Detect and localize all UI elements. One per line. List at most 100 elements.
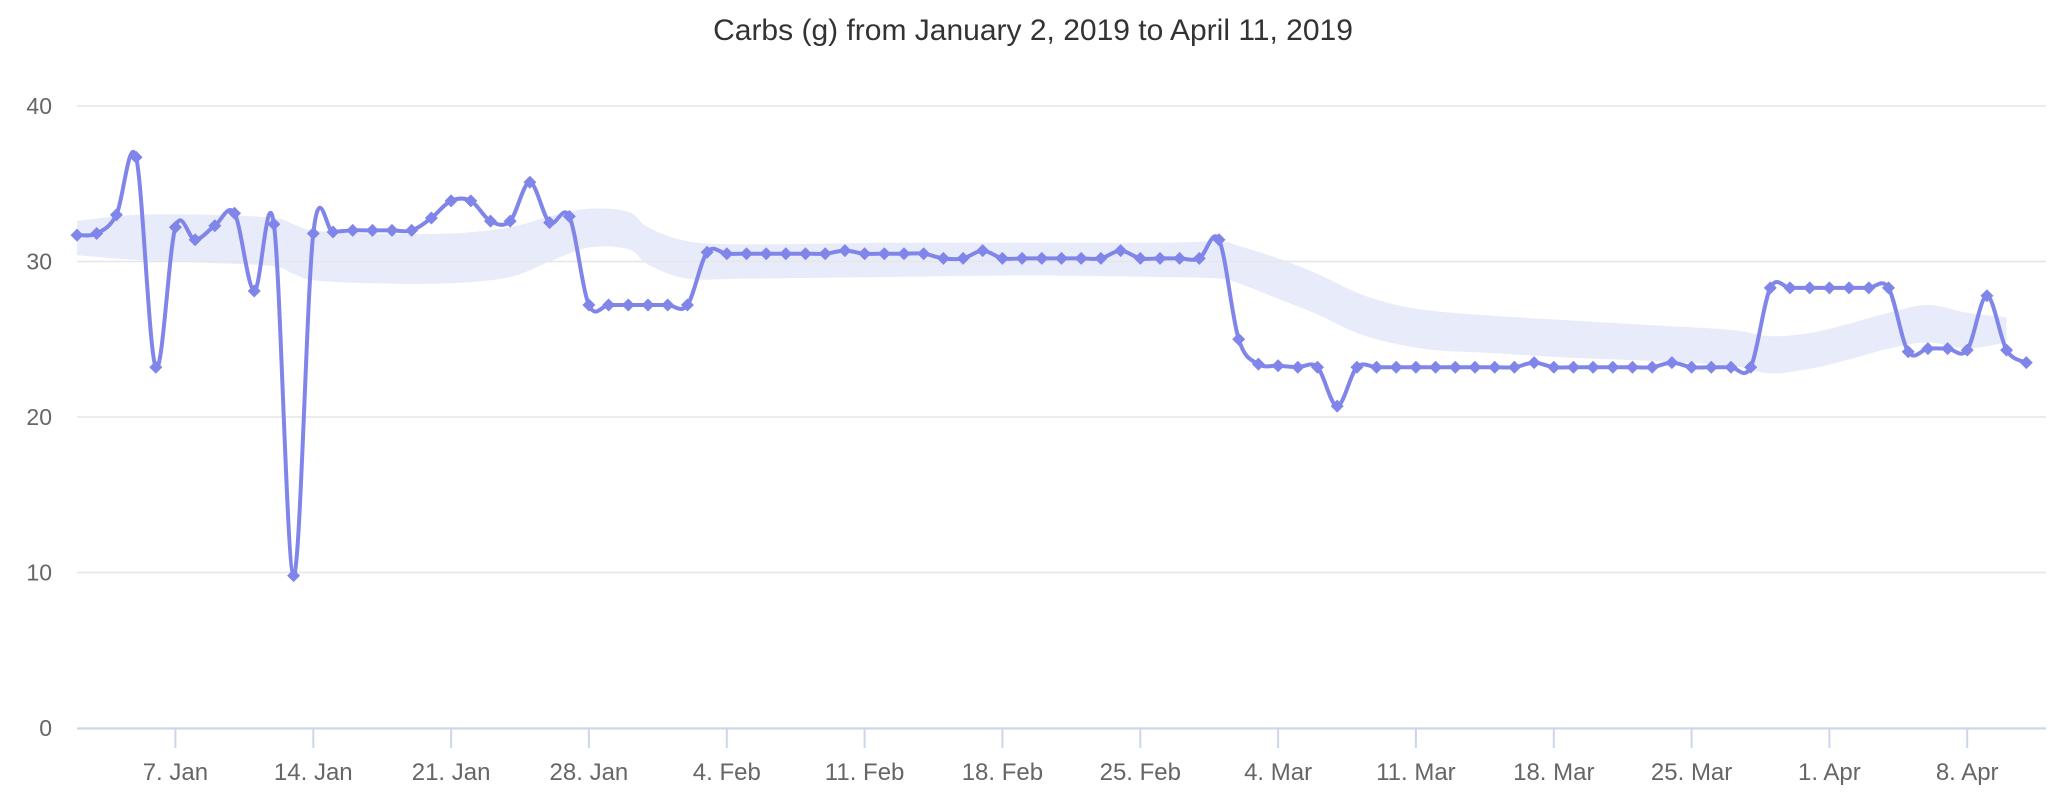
data-point-marker[interactable] bbox=[661, 298, 675, 312]
data-point-marker[interactable] bbox=[1311, 360, 1324, 374]
data-point-marker[interactable] bbox=[562, 209, 576, 223]
data-point-marker[interactable] bbox=[1645, 360, 1659, 374]
data-point-marker[interactable] bbox=[602, 298, 616, 312]
data-point-marker[interactable] bbox=[1566, 360, 1580, 374]
data-point-marker[interactable] bbox=[1251, 357, 1265, 371]
data-point-marker[interactable] bbox=[917, 247, 931, 261]
data-point-marker[interactable] bbox=[385, 223, 399, 237]
data-point-marker[interactable] bbox=[1704, 360, 1718, 374]
data-point-marker[interactable] bbox=[838, 244, 852, 258]
data-point-marker[interactable] bbox=[1547, 360, 1561, 374]
data-point-marker[interactable] bbox=[1468, 360, 1482, 374]
data-point-marker[interactable] bbox=[1783, 281, 1797, 295]
data-point-marker[interactable] bbox=[1035, 251, 1049, 265]
data-point-marker[interactable] bbox=[1429, 360, 1443, 374]
data-point-marker[interactable] bbox=[464, 194, 478, 208]
data-point-marker[interactable] bbox=[149, 360, 163, 374]
data-point-marker[interactable] bbox=[1842, 281, 1856, 295]
data-point-marker[interactable] bbox=[346, 223, 360, 237]
data-point-marker[interactable] bbox=[90, 227, 104, 240]
data-point-marker[interactable] bbox=[700, 245, 714, 259]
data-point-marker[interactable] bbox=[1015, 251, 1029, 265]
data-point-marker[interactable] bbox=[306, 227, 320, 240]
data-point-marker[interactable] bbox=[936, 251, 950, 265]
data-point-marker[interactable] bbox=[2019, 356, 2033, 370]
data-point-marker[interactable] bbox=[188, 233, 202, 247]
data-point-marker[interactable] bbox=[1763, 281, 1777, 295]
data-point-marker[interactable] bbox=[818, 247, 832, 261]
data-point-marker[interactable] bbox=[1744, 360, 1758, 374]
data-point-marker[interactable] bbox=[858, 247, 872, 261]
data-point-marker[interactable] bbox=[720, 247, 734, 261]
data-point-marker[interactable] bbox=[129, 150, 143, 164]
data-point-marker[interactable] bbox=[641, 298, 655, 312]
data-point-marker[interactable] bbox=[1330, 399, 1344, 413]
data-point-marker[interactable] bbox=[759, 247, 773, 261]
data-point-marker[interactable] bbox=[1527, 356, 1541, 370]
data-point-marker[interactable] bbox=[1094, 251, 1108, 265]
data-point-marker[interactable] bbox=[897, 247, 911, 261]
data-point-marker[interactable] bbox=[1685, 360, 1699, 374]
data-point-marker[interactable] bbox=[1882, 281, 1895, 295]
data-point-marker[interactable] bbox=[228, 206, 241, 220]
data-point-marker[interactable] bbox=[247, 284, 261, 298]
data-point-marker[interactable] bbox=[621, 298, 635, 312]
data-point-marker[interactable] bbox=[680, 298, 694, 312]
data-point-marker[interactable] bbox=[1232, 332, 1246, 346]
data-point-marker[interactable] bbox=[1055, 251, 1068, 265]
data-point-marker[interactable] bbox=[956, 251, 970, 265]
data-point-marker[interactable] bbox=[976, 244, 990, 258]
data-point-marker[interactable] bbox=[1291, 360, 1305, 374]
data-point-marker[interactable] bbox=[1921, 342, 1935, 356]
data-point-marker[interactable] bbox=[287, 569, 301, 583]
data-point-marker[interactable] bbox=[1350, 360, 1364, 374]
data-point-marker[interactable] bbox=[70, 228, 84, 242]
data-point-marker[interactable] bbox=[267, 217, 281, 231]
data-point-marker[interactable] bbox=[740, 247, 753, 261]
data-point-marker[interactable] bbox=[2000, 343, 2014, 357]
data-point-marker[interactable] bbox=[1606, 360, 1620, 374]
data-point-marker[interactable] bbox=[405, 223, 419, 237]
data-point-marker[interactable] bbox=[1488, 360, 1502, 374]
data-point-marker[interactable] bbox=[1114, 244, 1128, 258]
data-point-marker[interactable] bbox=[1153, 251, 1167, 265]
data-point-marker[interactable] bbox=[1586, 360, 1600, 374]
data-point-marker[interactable] bbox=[168, 220, 182, 234]
data-point-marker[interactable] bbox=[1941, 342, 1955, 356]
data-point-marker[interactable] bbox=[1271, 359, 1285, 373]
data-point-marker[interactable] bbox=[1980, 289, 1994, 303]
data-point-marker[interactable] bbox=[1803, 281, 1817, 295]
data-point-marker[interactable] bbox=[365, 223, 379, 237]
data-point-marker[interactable] bbox=[877, 247, 891, 261]
data-point-marker[interactable] bbox=[799, 247, 812, 261]
data-point-marker[interactable] bbox=[1409, 360, 1423, 374]
data-point-marker[interactable] bbox=[484, 214, 497, 228]
data-point-marker[interactable] bbox=[1448, 360, 1462, 374]
data-point-marker[interactable] bbox=[109, 208, 123, 222]
data-point-marker[interactable] bbox=[1133, 251, 1147, 265]
data-point-marker[interactable] bbox=[1822, 281, 1836, 295]
data-point-marker[interactable] bbox=[995, 251, 1009, 265]
data-point-marker[interactable] bbox=[1724, 360, 1738, 374]
data-point-marker[interactable] bbox=[1389, 360, 1403, 374]
data-point-marker[interactable] bbox=[582, 298, 596, 312]
data-point-marker[interactable] bbox=[1901, 345, 1915, 359]
data-point-marker[interactable] bbox=[1626, 360, 1639, 374]
data-point-marker[interactable] bbox=[1960, 343, 1974, 357]
data-point-marker[interactable] bbox=[326, 225, 340, 239]
data-point-marker[interactable] bbox=[1507, 360, 1521, 374]
data-point-marker[interactable] bbox=[543, 216, 557, 230]
data-point-marker[interactable] bbox=[424, 211, 438, 225]
data-point-marker[interactable] bbox=[1862, 281, 1876, 295]
data-point-marker[interactable] bbox=[1212, 233, 1226, 247]
data-point-marker[interactable] bbox=[1173, 251, 1187, 265]
data-point-marker[interactable] bbox=[503, 214, 517, 228]
data-point-marker[interactable] bbox=[1665, 356, 1679, 370]
data-point-marker[interactable] bbox=[444, 194, 458, 208]
data-point-marker[interactable] bbox=[208, 219, 222, 233]
data-point-marker[interactable] bbox=[1370, 360, 1383, 374]
data-point-marker[interactable] bbox=[1074, 251, 1088, 265]
data-point-marker[interactable] bbox=[523, 175, 537, 189]
data-point-marker[interactable] bbox=[1192, 251, 1206, 265]
data-point-marker[interactable] bbox=[779, 247, 793, 261]
